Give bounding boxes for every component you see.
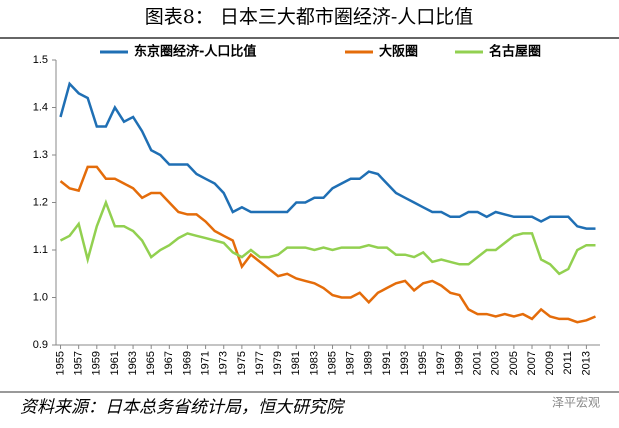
x-tick-label: 1987 [345, 351, 357, 375]
x-tick-label: 2001 [472, 351, 484, 375]
x-tick-label: 1985 [326, 351, 338, 375]
y-tick-label: 1.3 [33, 149, 48, 161]
x-tick-label: 1961 [109, 351, 121, 375]
x-tick-label: 1969 [181, 351, 193, 375]
x-tick-label: 1991 [381, 351, 393, 375]
x-tick-label: 1981 [290, 351, 302, 375]
watermark: 泽平宏观 [552, 395, 600, 410]
legend-label: 名古屋圈 [489, 44, 541, 60]
x-tick-label: 1979 [272, 351, 284, 375]
x-tick-label: 1963 [127, 351, 139, 375]
x-tick-label: 1971 [200, 351, 212, 375]
x-tick-label: 1975 [236, 351, 248, 375]
series-line [59, 81, 596, 230]
y-tick-label: 0.9 [33, 339, 48, 351]
x-tick-label: 2011 [562, 351, 574, 375]
x-tick-label: 1959 [91, 351, 103, 375]
x-tick-label: 1983 [308, 351, 320, 375]
y-tick-label: 1.5 [33, 54, 48, 66]
chart-title: 图表8： 日本三大都市圈经济-人口比值 [145, 6, 474, 28]
y-tick-label: 1.4 [33, 101, 48, 113]
x-tick-label: 2007 [526, 351, 538, 375]
x-tick-label: 2003 [490, 351, 502, 375]
legend-label: 东京圈经济-人口比值 [134, 44, 256, 60]
x-tick-label: 1999 [453, 351, 465, 375]
x-tick-label: 2013 [580, 351, 592, 375]
x-tick-label: 1955 [54, 351, 66, 375]
y-tick-label: 1.0 [33, 291, 48, 303]
y-tick-label: 1.2 [33, 196, 48, 208]
x-tick-label: 1967 [163, 351, 175, 375]
x-tick-label: 1965 [145, 351, 157, 375]
series-line [59, 165, 596, 324]
x-tick-label: 1957 [73, 351, 85, 375]
legend-label: 大阪圈 [379, 44, 418, 60]
x-tick-label: 2005 [508, 351, 520, 375]
x-tick-label: 1989 [363, 351, 375, 375]
x-tick-label: 1973 [218, 351, 230, 375]
source: 资料来源：日本总务省统计局，恒大研究院 [20, 398, 346, 418]
x-tick-label: 2009 [544, 351, 556, 375]
x-tick-label: 1977 [254, 351, 266, 375]
series-line [59, 198, 596, 276]
x-tick-label: 1995 [417, 351, 429, 375]
y-tick-label: 1.1 [33, 244, 48, 256]
x-tick-label: 1993 [399, 351, 411, 375]
x-tick-label: 1997 [435, 351, 447, 375]
